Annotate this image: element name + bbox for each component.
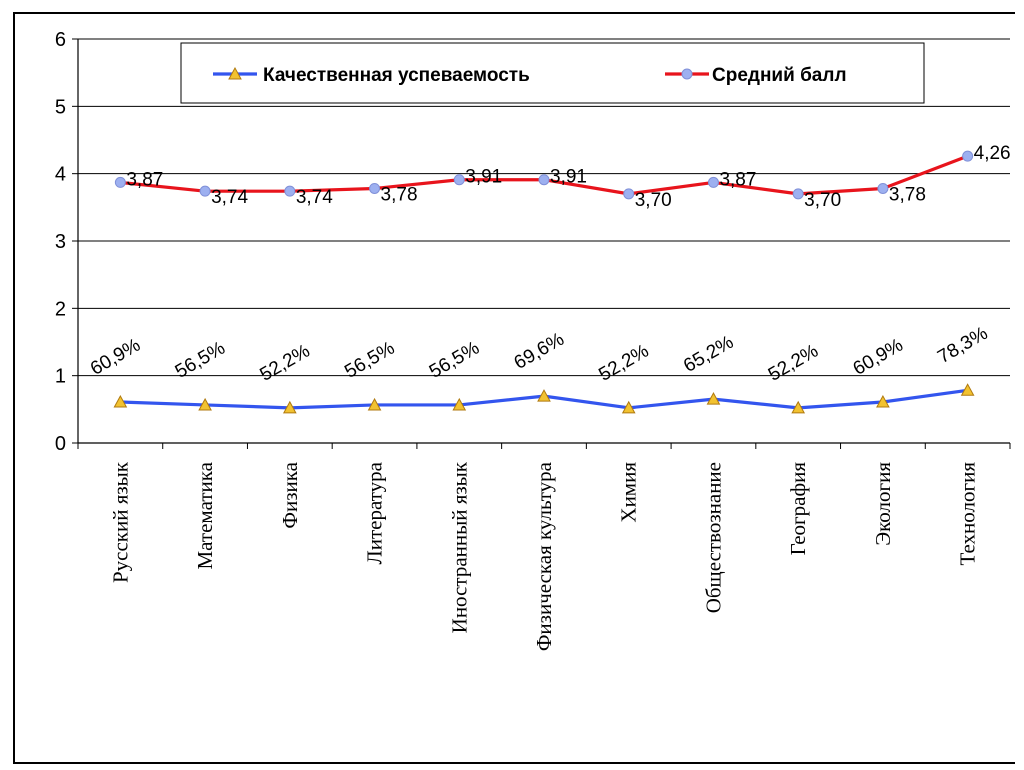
data-point-marker: [621, 400, 636, 414]
y-tick-label: 1: [55, 366, 66, 388]
legend-label: Средний балл: [712, 65, 847, 86]
y-tick-label: 2: [55, 298, 66, 320]
data-label: 3,70: [804, 190, 841, 211]
data-point-marker: [114, 176, 126, 188]
legend-item-average: Средний балл: [665, 65, 847, 86]
data-label: 3,78: [889, 184, 926, 205]
data-label: 60,9%: [850, 335, 907, 380]
data-point-marker: [369, 182, 381, 194]
data-label: 3,91: [550, 167, 587, 188]
data-point-marker: [284, 185, 296, 197]
series-quality: [113, 383, 975, 414]
axes: 0 1 2 3 4 5 6 Русский язык Математика Физика Литер…: [55, 29, 1011, 651]
data-point-marker: [707, 176, 719, 188]
x-category-label: География: [786, 462, 810, 556]
legend-item-quality: Качественная успеваемость: [213, 65, 530, 86]
data-point-marker: [706, 392, 721, 405]
data-label: 3,74: [296, 187, 333, 208]
x-category-label: Литература: [363, 461, 387, 564]
data-point-marker: [962, 150, 974, 162]
data-label: 69,6%: [511, 329, 568, 374]
data-point-marker: [452, 397, 467, 411]
x-category-label: Физика: [278, 461, 302, 528]
data-point-marker: [453, 174, 465, 186]
y-tick-label: 6: [55, 29, 66, 51]
data-label: 52,2%: [765, 340, 822, 385]
data-label: 3,87: [719, 169, 756, 190]
data-point-marker: [537, 389, 551, 402]
data-point-marker: [113, 394, 128, 408]
x-category-label: Иностранный язык: [447, 461, 471, 633]
data-point-marker: [623, 188, 635, 200]
data-point-marker: [876, 394, 890, 408]
x-category-label: Химия: [617, 462, 641, 523]
data-label: 52,2%: [595, 340, 652, 385]
series-average: [114, 150, 974, 200]
x-category-label: Обществознание: [701, 462, 725, 613]
data-point-marker: [538, 174, 550, 186]
legend-label: Качественная успеваемость: [263, 65, 530, 86]
data-label: 78,3%: [934, 323, 991, 368]
data-point-marker: [792, 188, 804, 200]
data-label: 3,91: [465, 167, 502, 188]
data-point-marker: [198, 397, 212, 411]
legend-marker: [228, 66, 242, 80]
x-category-label: Экология: [871, 462, 895, 546]
data-label: 3,74: [211, 187, 248, 208]
data-point-marker: [791, 400, 806, 414]
data-label: 3,87: [126, 169, 163, 190]
y-tick-label: 4: [55, 164, 66, 186]
data-point-marker: [960, 383, 975, 396]
legend-box: [180, 42, 925, 104]
x-category-label: Русский язык: [108, 461, 132, 583]
y-tick-label: 0: [55, 433, 66, 455]
data-label: 3,78: [381, 184, 418, 205]
gridlines: [78, 38, 1010, 377]
data-point-marker: [877, 182, 889, 194]
data-label: 52,2%: [256, 340, 313, 385]
x-category-label: Математика: [193, 461, 217, 569]
legend: Качественная успеваемость Средний балл: [180, 42, 925, 104]
legend-marker: [681, 68, 693, 80]
data-label: 65,2%: [680, 332, 737, 377]
data-point-marker: [367, 397, 382, 411]
data-label: 3,70: [635, 190, 672, 211]
series: [113, 150, 975, 414]
x-category-label: Физическая культура: [532, 461, 556, 651]
data-label: 4,26: [974, 143, 1011, 164]
data-point-marker: [282, 400, 297, 414]
chart-frame: [13, 12, 1015, 764]
x-category-label: Технология: [956, 462, 980, 566]
y-tick-label: 5: [55, 96, 66, 118]
y-tick-label: 3: [55, 231, 66, 253]
data-label: 60,9%: [87, 335, 144, 380]
data-point-marker: [199, 185, 211, 197]
